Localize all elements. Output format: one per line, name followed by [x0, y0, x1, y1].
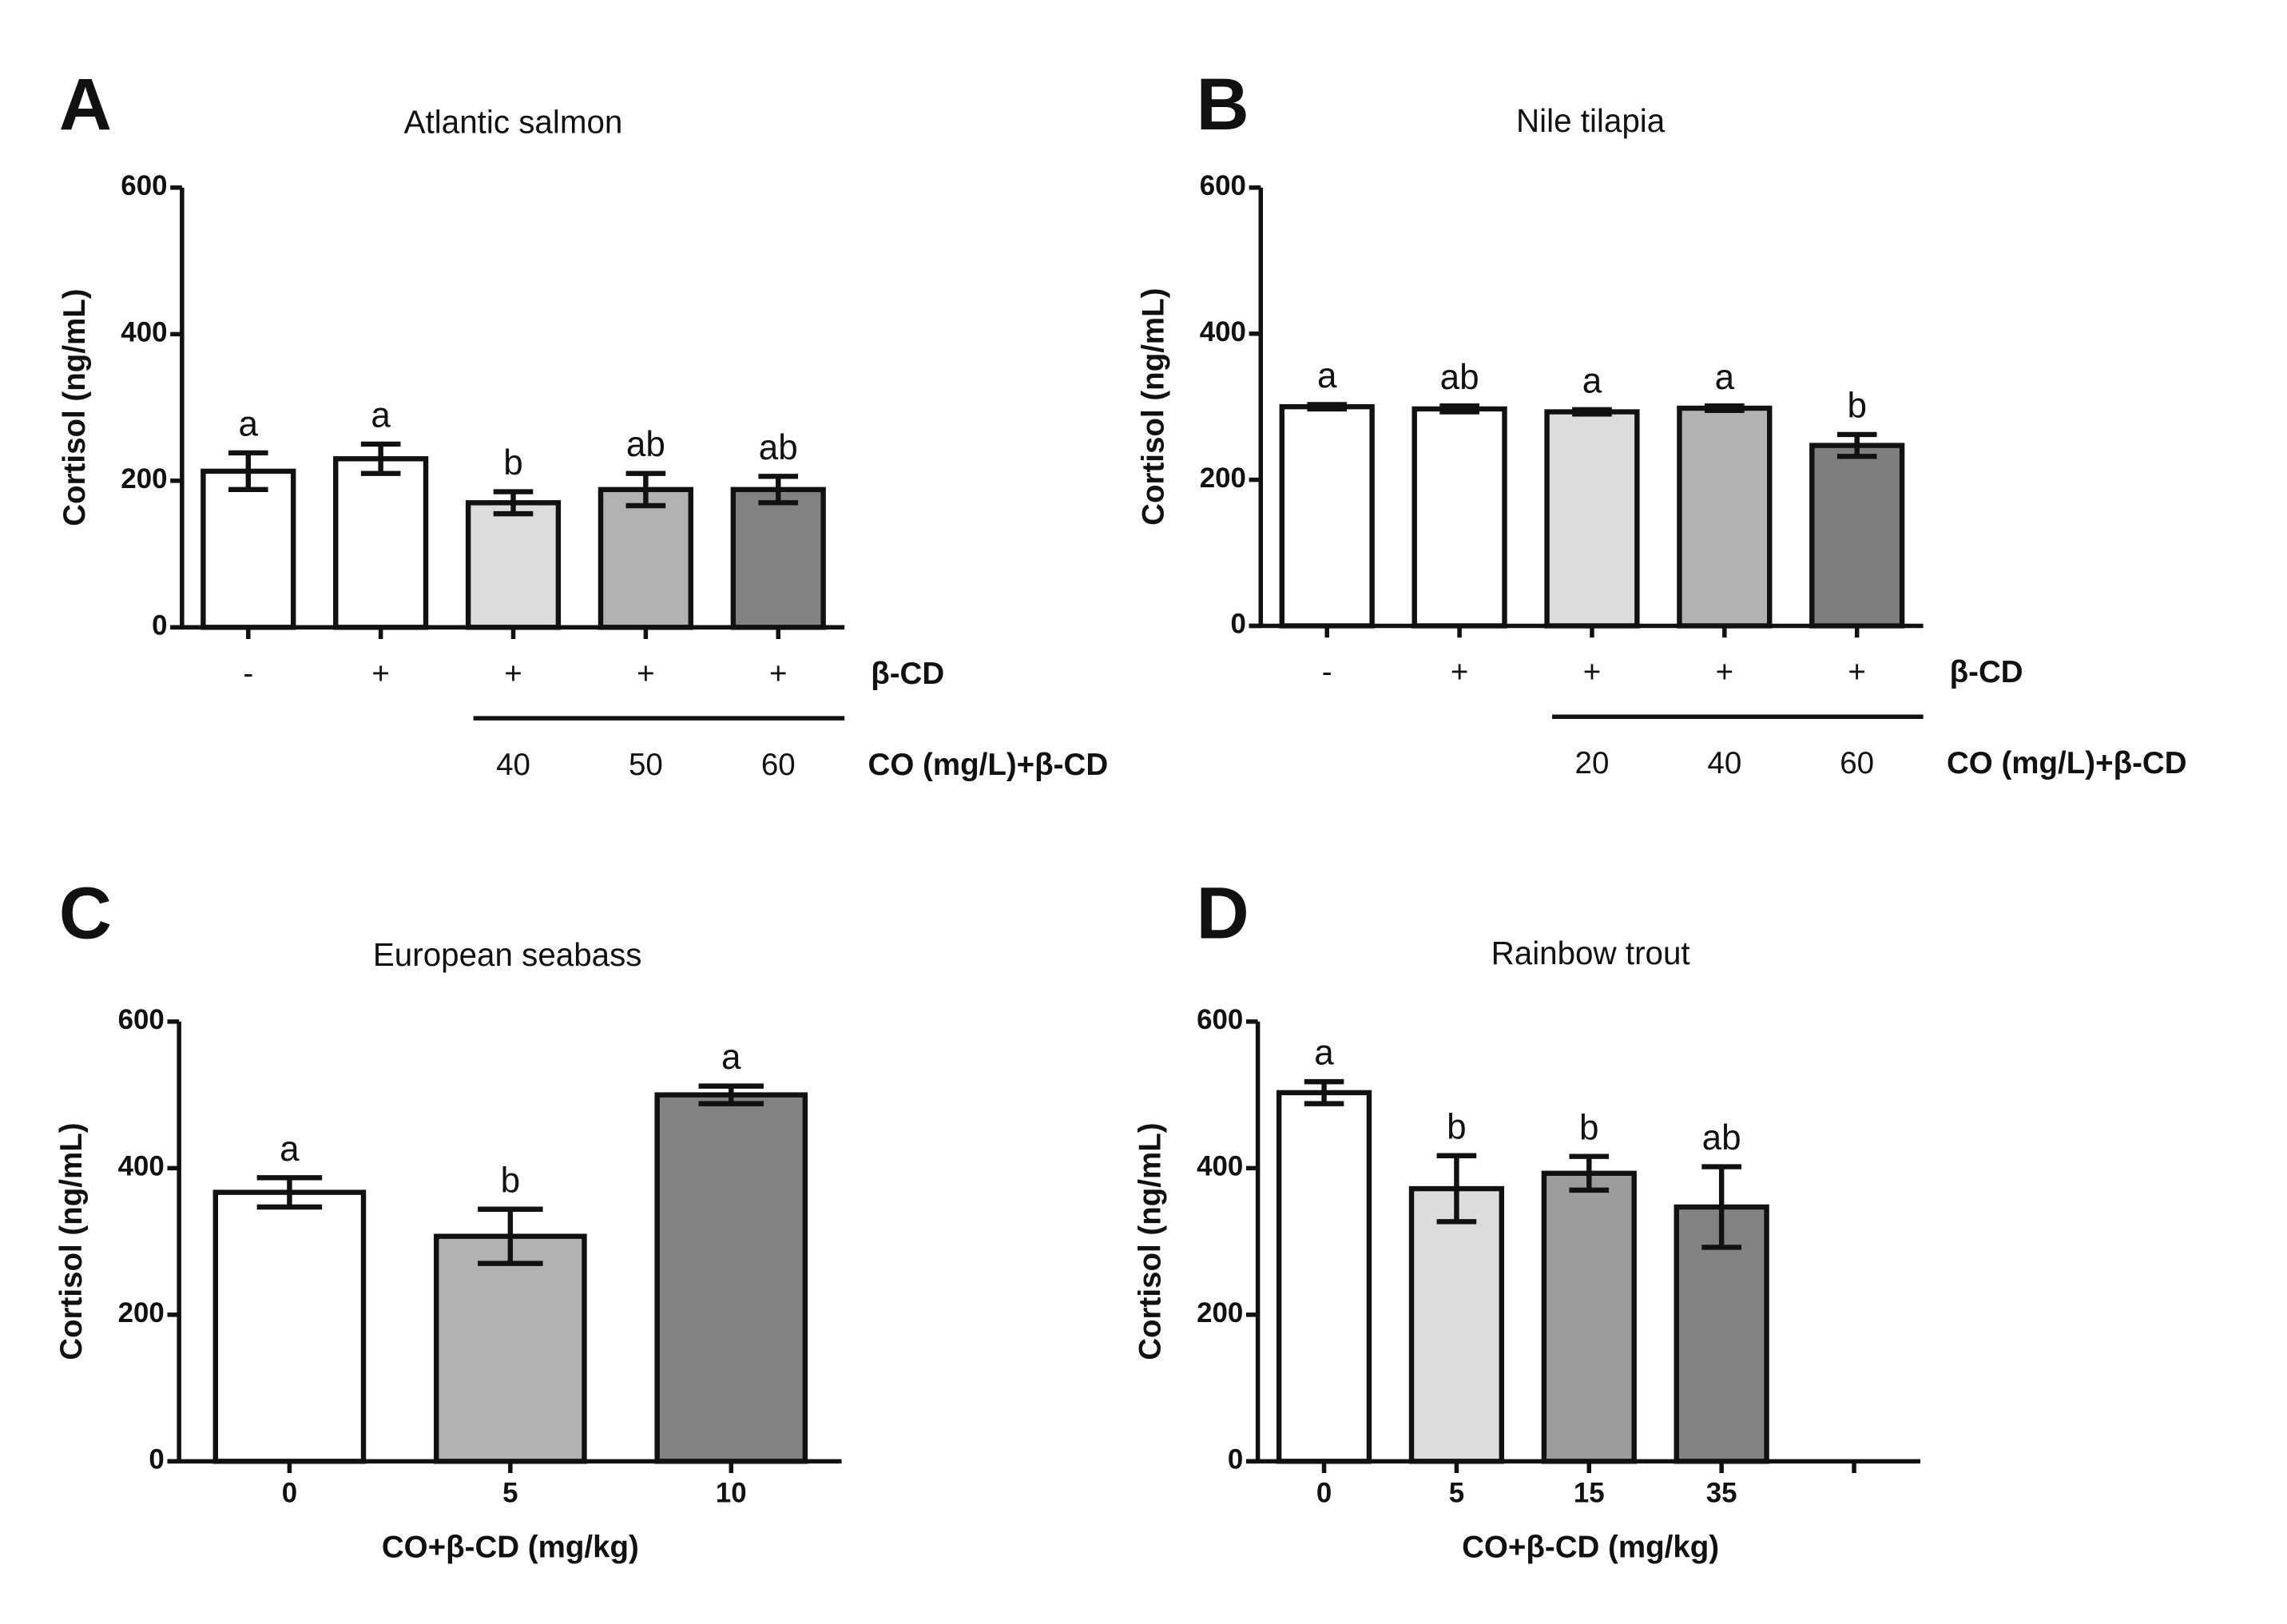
- chart-title: Nile tilapia: [1516, 102, 1666, 139]
- y-tick-label: 400: [118, 1151, 165, 1182]
- y-tick-label: 600: [118, 1004, 165, 1035]
- beta-cd-sign: +: [504, 657, 522, 691]
- significance-letter: b: [1579, 1108, 1598, 1147]
- bar: [465, 500, 562, 630]
- bar: [212, 1189, 367, 1464]
- beta-cd-sign: -: [1322, 655, 1332, 689]
- x-tick-label: 0: [282, 1478, 297, 1509]
- y-axis-label: Cortisol (ng/mL): [54, 1122, 89, 1360]
- y-tick-label: 600: [1197, 1004, 1243, 1035]
- significance-letter: a: [1582, 361, 1602, 400]
- y-tick-label: 0: [1228, 1444, 1243, 1475]
- y-tick-label: 200: [1197, 1297, 1243, 1328]
- significance-letter: a: [1317, 356, 1337, 395]
- panel-label: C: [59, 873, 112, 955]
- y-tick-label: 0: [152, 610, 167, 641]
- y-tick-label: 200: [118, 1297, 165, 1328]
- significance-letter: a: [371, 396, 391, 435]
- significance-letter: a: [280, 1130, 300, 1169]
- x-axis-label: CO (mg/L)+β-CD: [1947, 746, 2187, 780]
- x-tick-label: 20: [1575, 746, 1610, 780]
- x-tick-label: 0: [1316, 1478, 1332, 1509]
- x-axis-label: CO+β-CD (mg/kg): [1462, 1531, 1719, 1565]
- significance-letter: b: [503, 443, 522, 482]
- x-tick-label: 5: [502, 1478, 518, 1509]
- y-tick-label: 0: [1231, 609, 1246, 640]
- bar: [1809, 443, 1905, 629]
- beta-cd-sign: +: [637, 657, 654, 691]
- y-tick-label: 400: [121, 317, 167, 348]
- bar: [434, 1233, 587, 1464]
- bar: [730, 486, 826, 630]
- bar: [1408, 1185, 1505, 1464]
- bar: [1279, 403, 1375, 629]
- bar: [654, 1092, 808, 1464]
- beta-cd-sign: +: [1451, 655, 1469, 689]
- bar: [1677, 405, 1773, 629]
- x-tick-label: 40: [1707, 746, 1741, 780]
- y-tick-label: 600: [1200, 170, 1246, 201]
- x-tick-label: 40: [496, 748, 530, 782]
- bar: [1544, 409, 1640, 629]
- beta-cd-sign: +: [1583, 655, 1602, 689]
- y-tick-label: 200: [1200, 463, 1246, 494]
- y-axis-label: Cortisol (ng/mL): [1134, 1122, 1168, 1360]
- x-tick-label: 60: [1840, 746, 1874, 780]
- y-tick-label: 400: [1200, 316, 1246, 347]
- bar: [1276, 1090, 1372, 1464]
- x-tick-label: 15: [1574, 1478, 1605, 1509]
- x-tick-label: 50: [629, 748, 663, 782]
- bar: [1412, 406, 1507, 629]
- beta-cd-sign: +: [769, 657, 788, 691]
- bar: [201, 468, 296, 630]
- y-tick-label: 0: [149, 1444, 164, 1475]
- x-axis-label: CO (mg/L)+β-CD: [868, 748, 1109, 782]
- y-axis-label: Cortisol (ng/mL): [1136, 288, 1170, 525]
- significance-letter: ab: [759, 428, 798, 467]
- significance-letter: ab: [1440, 358, 1479, 397]
- significance-letter: a: [1715, 358, 1735, 397]
- significance-letter: b: [1847, 387, 1866, 426]
- beta-cd-sign: -: [243, 657, 253, 691]
- beta-cd-label: β-CD: [1950, 655, 2023, 689]
- chart-title: European seabass: [373, 936, 642, 973]
- significance-letter: b: [1447, 1107, 1466, 1146]
- significance-letter: a: [239, 405, 259, 444]
- x-axis-label: CO+β-CD (mg/kg): [382, 1531, 639, 1565]
- significance-letter: ab: [626, 425, 665, 464]
- x-tick-label: 60: [761, 748, 796, 782]
- significance-letter: b: [501, 1161, 520, 1200]
- beta-cd-label: β-CD: [871, 657, 944, 691]
- panel-label: A: [59, 64, 112, 145]
- panel-label: D: [1197, 873, 1249, 955]
- y-tick-label: 600: [121, 170, 167, 201]
- significance-letter: a: [1314, 1034, 1334, 1073]
- beta-cd-sign: +: [1848, 655, 1866, 689]
- significance-letter: a: [721, 1038, 741, 1077]
- y-tick-label: 200: [121, 463, 167, 494]
- bar: [598, 486, 693, 630]
- x-tick-label: 35: [1706, 1478, 1737, 1509]
- bar: [333, 456, 429, 630]
- panel-label: B: [1197, 64, 1249, 145]
- x-tick-label: 5: [1449, 1478, 1464, 1509]
- x-tick-label: 10: [716, 1478, 747, 1509]
- y-tick-label: 400: [1197, 1151, 1243, 1182]
- chart-title: Atlantic salmon: [404, 104, 623, 141]
- significance-letter: ab: [1702, 1118, 1741, 1157]
- chart-title: Rainbow trout: [1491, 935, 1690, 971]
- beta-cd-sign: +: [371, 657, 390, 691]
- y-axis-label: Cortisol (ng/mL): [58, 288, 92, 526]
- bar: [1541, 1170, 1637, 1464]
- beta-cd-sign: +: [1716, 655, 1734, 689]
